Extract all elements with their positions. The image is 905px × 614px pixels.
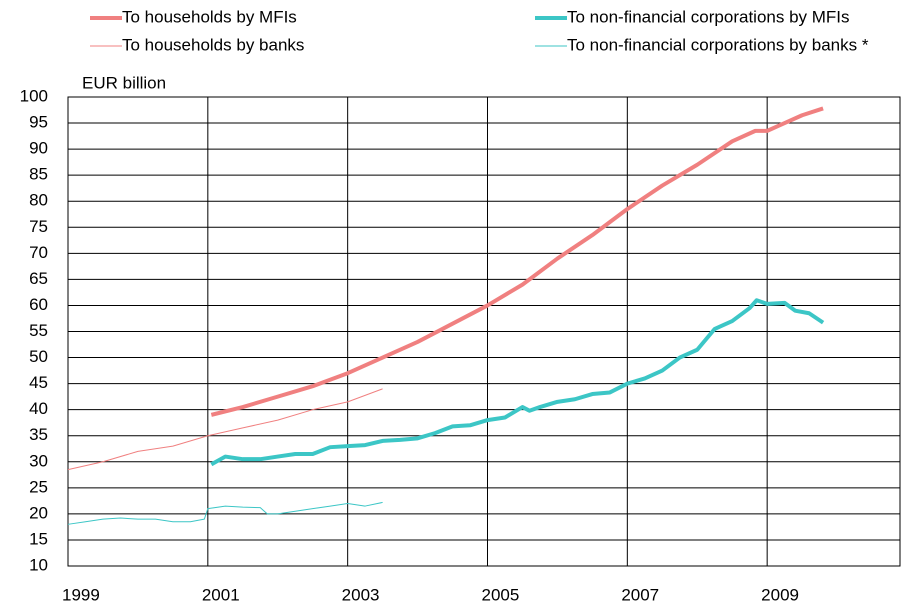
y-tick-label: 70 bbox=[29, 243, 48, 262]
y-tick-label: 65 bbox=[29, 269, 48, 288]
legend-label: To households by banks bbox=[122, 35, 304, 54]
y-tick-label: 35 bbox=[29, 425, 48, 444]
y-tick-label: 85 bbox=[29, 165, 48, 184]
y-tick-label: 80 bbox=[29, 191, 48, 210]
plot-border bbox=[67, 96, 901, 567]
x-tick-label: 2007 bbox=[621, 585, 659, 604]
y-tick-label: 55 bbox=[29, 321, 48, 340]
y-tick-label: 40 bbox=[29, 399, 48, 418]
y-tick-label: 15 bbox=[29, 529, 48, 548]
y-tick-label: 20 bbox=[29, 503, 48, 522]
line bbox=[67, 501, 383, 525]
y-tick-label: 90 bbox=[29, 139, 48, 158]
y-tick-label: 60 bbox=[29, 295, 48, 314]
y-tick-label: 45 bbox=[29, 373, 48, 392]
y-axis-label: EUR billion bbox=[82, 73, 166, 92]
legend-label: To non-financial corporations by MFIs bbox=[567, 7, 850, 26]
y-tick-label: 50 bbox=[29, 347, 48, 366]
legend-label: To households by MFIs bbox=[122, 7, 297, 26]
x-tick-label: 2005 bbox=[481, 585, 519, 604]
y-tick-label: 30 bbox=[29, 451, 48, 470]
line bbox=[210, 106, 824, 417]
y-tick-label: 25 bbox=[29, 477, 48, 496]
x-tick-label: 2001 bbox=[202, 585, 240, 604]
y-tick-label: 10 bbox=[29, 555, 48, 574]
y-tick-label: 100 bbox=[20, 86, 48, 105]
x-tick-label: 1999 bbox=[62, 585, 100, 604]
line bbox=[210, 298, 825, 467]
legend-label: To non-financial corporations by banks * bbox=[567, 35, 869, 54]
line bbox=[67, 388, 383, 471]
y-tick-label: 75 bbox=[29, 217, 48, 236]
x-tick-label: 2003 bbox=[342, 585, 380, 604]
x-tick-label: 2009 bbox=[761, 585, 799, 604]
y-tick-label: 95 bbox=[29, 113, 48, 132]
